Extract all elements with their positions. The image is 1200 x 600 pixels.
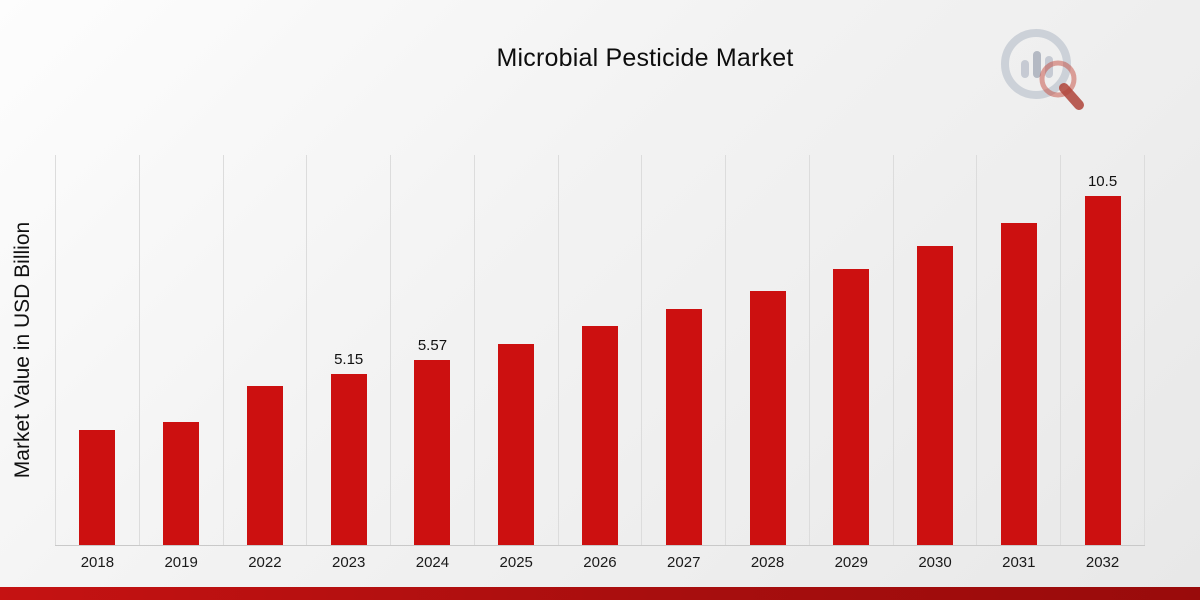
x-tick-label-2025: 2025 xyxy=(499,554,533,571)
x-tick-label-2023: 2023 xyxy=(331,554,366,571)
x-tick-label-2019: 2019 xyxy=(164,554,198,571)
x-tick-label-2027: 2027 xyxy=(667,554,701,571)
bar-column-2032: 10.5 2032 xyxy=(1060,155,1145,571)
bar-2031 xyxy=(1000,223,1037,545)
bar-2030 xyxy=(917,246,954,545)
bar-2026 xyxy=(581,326,618,545)
x-tick-label-2026: 2026 xyxy=(583,554,617,571)
bar-2025 xyxy=(498,344,535,545)
bar-2028 xyxy=(749,291,786,545)
bar-column-2026: 2026 xyxy=(557,155,642,571)
bar-value-label-2023: 5.15 xyxy=(334,351,364,368)
bar-value-label-2032: 10.5 xyxy=(1087,173,1118,190)
x-tick-label-2029: 2029 xyxy=(834,554,868,571)
bar-column-2028: 2028 xyxy=(725,155,809,571)
x-tick-label-2018: 2018 xyxy=(80,554,115,571)
bar-2018 xyxy=(79,430,116,545)
bar-2027 xyxy=(665,309,702,545)
bar-column-2025: 2025 xyxy=(473,155,558,571)
page-title: Microbial Pesticide Market xyxy=(496,44,794,72)
bar-column-2019: 2019 xyxy=(138,155,223,571)
magnifier-bar-chart-icon xyxy=(996,24,1094,118)
bar-2023 xyxy=(330,374,367,545)
x-tick-label-2032: 2032 xyxy=(1085,554,1120,571)
bar-column-2030: 2030 xyxy=(892,155,977,571)
footer-accent-bar xyxy=(0,587,1200,600)
bar-2029 xyxy=(833,269,870,545)
bar-2019 xyxy=(163,422,200,545)
bar-2022 xyxy=(246,386,283,545)
bar-value-label-2024: 5.57 xyxy=(417,337,448,354)
bar-column-2022: 2022 xyxy=(222,155,307,571)
bar-column-2027: 2027 xyxy=(641,155,725,571)
x-tick-label-2022: 2022 xyxy=(248,554,282,571)
x-tick-label-2028: 2028 xyxy=(750,554,785,571)
x-tick-label-2030: 2030 xyxy=(918,554,952,571)
bar-column-2023: 5.15 2023 xyxy=(306,155,390,571)
bar-2032 xyxy=(1084,196,1121,545)
y-axis-label: Market Value in USD Billion xyxy=(11,221,35,479)
bar-2024 xyxy=(414,360,451,545)
bar-column-2018: 2018 xyxy=(55,155,139,571)
x-tick-label-2024: 2024 xyxy=(415,554,450,571)
bar-column-2031: 2031 xyxy=(976,155,1060,571)
bar-chart-plot: 2018 2019 2022 5.15 2023 5.57 2024 2025 2026 2027… xyxy=(55,155,1145,571)
bar-column-2024: 5.57 2024 xyxy=(390,155,474,571)
bar-column-2029: 2029 xyxy=(808,155,893,571)
x-tick-label-2031: 2031 xyxy=(1002,554,1036,571)
